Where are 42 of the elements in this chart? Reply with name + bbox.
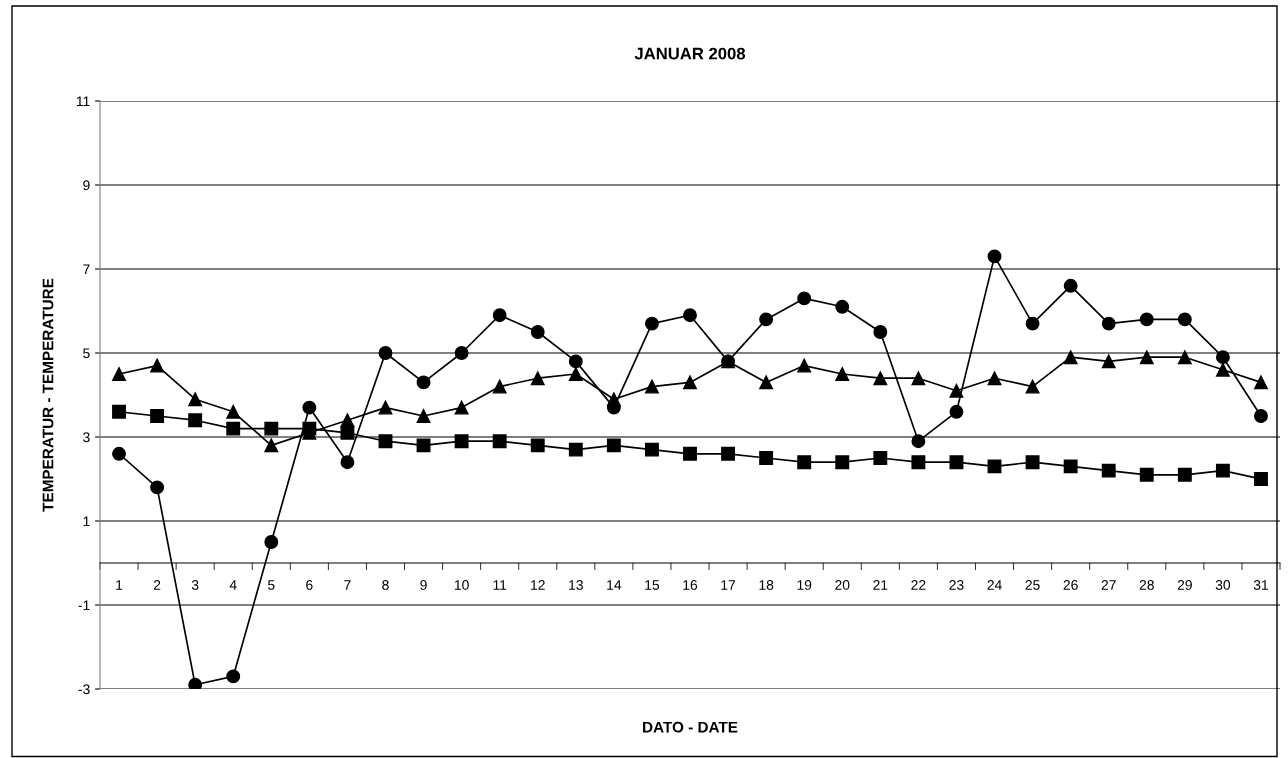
x-tick-label: 29: [1177, 580, 1192, 590]
x-tick-label: 17: [721, 580, 736, 590]
x-tick-label: 22: [911, 580, 926, 590]
x-tick-label: 20: [835, 580, 850, 590]
y-tick-label: 9: [83, 180, 90, 191]
y-tick-label: -3: [78, 684, 90, 695]
x-tick-label: 18: [759, 580, 774, 590]
x-tick-label: 27: [1101, 580, 1116, 590]
x-tick-label: 6: [306, 580, 313, 590]
x-tick-label: 3: [191, 580, 199, 590]
x-axis-title: DATO - DATE: [643, 721, 738, 733]
x-tick-label: 11: [493, 580, 507, 590]
x-tick-label: 5: [267, 580, 275, 590]
x-tick-label: 13: [569, 580, 583, 590]
x-tick-label: 7: [344, 580, 351, 590]
chart-title: JANUAR 2008: [634, 47, 746, 60]
y-tick-label: 11: [76, 96, 90, 107]
x-tick-label: 9: [420, 580, 427, 590]
x-tick-label: 12: [531, 580, 545, 590]
x-tick-label: 21: [873, 580, 888, 590]
y-tick-label: 5: [83, 348, 90, 359]
y-tick-label: 7: [83, 264, 90, 275]
x-tick-label: 25: [1025, 580, 1040, 590]
x-tick-label: 26: [1063, 580, 1078, 590]
y-tick-label: 1: [83, 516, 90, 527]
x-tick-label: 14: [607, 580, 622, 590]
x-tick-label: 16: [683, 580, 698, 590]
x-tick-label: 8: [382, 580, 389, 590]
x-tick-label: 15: [645, 580, 660, 590]
x-tick-label: 24: [987, 580, 1002, 590]
y-axis-title: TEMPERATUR - TEMPERATURE: [42, 278, 54, 512]
x-tick-label: 28: [1139, 580, 1154, 590]
x-tick-label: 31: [1253, 580, 1269, 590]
x-tick-label: 23: [949, 580, 964, 590]
x-tick-label: 19: [797, 580, 812, 590]
x-tick-label: 10: [454, 580, 469, 590]
x-tick-label: 1: [116, 580, 123, 590]
x-tick-label: 30: [1215, 580, 1231, 590]
x-tick-label: 2: [153, 580, 161, 590]
x-tick-label: 4: [229, 580, 237, 590]
y-tick-label: -1: [78, 600, 90, 611]
y-tick-label: 3: [83, 432, 90, 443]
